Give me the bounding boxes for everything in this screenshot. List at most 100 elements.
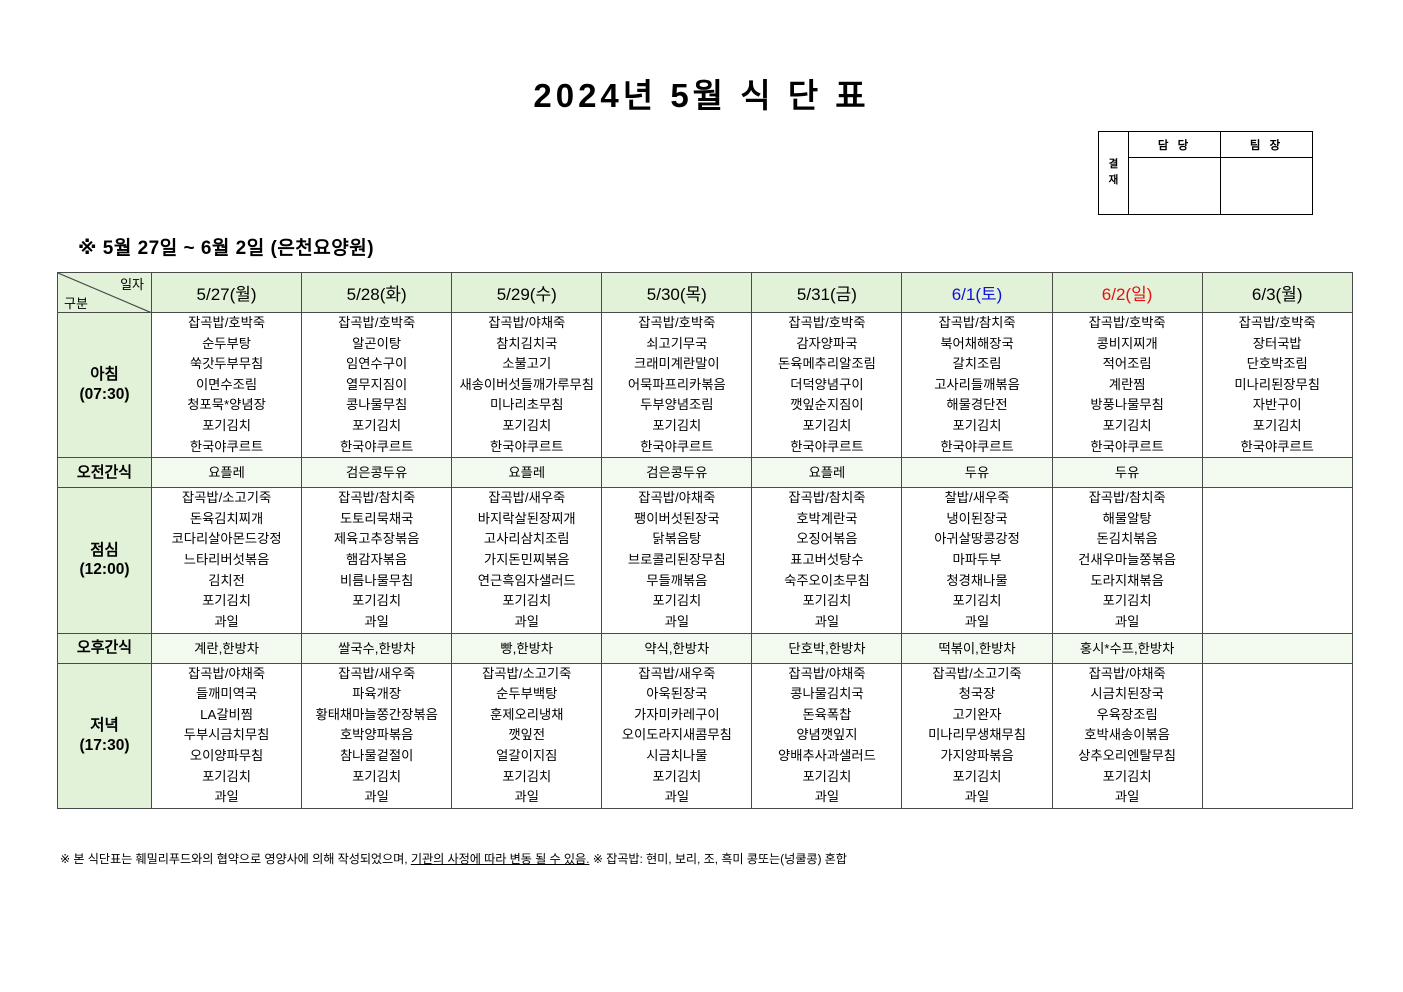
menu-item: 훈제오리냉채 xyxy=(490,706,564,722)
menu-item: 잡곡밥/소고기죽 xyxy=(932,665,1022,681)
menu-item: 깻잎순지짐이 xyxy=(790,397,864,413)
menu-item: 참치김치국 xyxy=(496,335,558,351)
menu-item: 포기김치 xyxy=(352,768,402,784)
header-day-8: 6/3(월) xyxy=(1201,272,1353,313)
menu-item: 쑥갓두부무침 xyxy=(189,356,264,372)
menu-item: 포기김치 xyxy=(1252,418,1302,434)
cell-lunch-day7: 잡곡밥/참치죽 해물알탕 돈김치볶음 건새우마늘쫑볶음 도라지채볶음 포기김치 과일 xyxy=(1051,487,1203,634)
cell-breakfast-day1: 잡곡밥/호박죽 순두부탕 쑥갓두부무침 이면수조림 청포묵*양념장 포기김치 한국야쿠르트 xyxy=(150,311,303,459)
menu-item: 우육장조림 xyxy=(1096,706,1158,722)
menu-item: 순두부탕 xyxy=(202,335,252,351)
menu-item: 코다리살아몬드강정 xyxy=(171,531,282,547)
menu-item: 오이양파무침 xyxy=(189,747,264,763)
row-label-morning-snack: 오전간식 xyxy=(57,457,152,489)
menu-item: 한국야쿠르트 xyxy=(1240,438,1314,454)
menu-item: 팽이버섯된장국 xyxy=(634,510,720,526)
cell-morning-snack-day5: 요플레 xyxy=(751,457,903,489)
menu-item: 찰밥/새우죽 xyxy=(944,490,1010,506)
menu-item: 잡곡밥/새우죽 xyxy=(488,490,566,506)
menu-item: 포기김치 xyxy=(802,768,852,784)
cell-morning-snack-day8 xyxy=(1201,457,1353,489)
menu-item: 바지락살된장찌개 xyxy=(477,510,576,526)
menu-item: 오징어볶음 xyxy=(796,531,858,547)
menu-item: 한국야쿠르트 xyxy=(1090,438,1164,454)
cell-breakfast-day8: 잡곡밥/호박죽 장터국밥 단호박조림 미나리된장무침 자반구이 포기김치 한국야쿠르트 xyxy=(1201,311,1353,459)
cell-breakfast-day4: 잡곡밥/호박죽 쇠고기무국 크래미계란말이 어묵파프리카볶음 두부양념조림 포기김치 한국야… xyxy=(601,311,753,459)
menu-item: 해물알탕 xyxy=(1102,510,1152,526)
menu-item: 잡곡밥/야채죽 xyxy=(638,490,716,506)
footnote-part1: ※ 본 식단표는 훼밀리푸드와의 협약으로 영양사에 의해 작성되었으며, xyxy=(60,852,411,866)
menu-item: 갈치조림 xyxy=(952,356,1002,372)
menu-item: 포기김치 xyxy=(802,593,852,609)
cell-dinner-day7: 잡곡밥/야채죽 시금치된장국 우육장조림 호박새송이볶음 상추오리엔탈무침 포기김치 과일 xyxy=(1051,662,1203,809)
header-day-1: 5/27(월) xyxy=(150,272,303,313)
table-row-lunch: 점심 (12:00) 잡곡밥/소고기죽 돈육김치찌개 코다리살아몬드강정 느타리버섯볶음 김… xyxy=(57,487,1353,634)
menu-item: 참나물겉절이 xyxy=(339,747,414,763)
menu-item: 오이도라지새콤무침 xyxy=(621,727,732,743)
menu-item: 순두부백탕 xyxy=(496,686,558,702)
menu-item: 한국야쿠르트 xyxy=(339,438,414,454)
cell-dinner-day4: 잡곡밥/새우죽 아욱된장국 가자미카레구이 오이도라지새콤무침 시금치나물 포기김치 과일 xyxy=(601,662,753,809)
approval-sign-teamlead[interactable] xyxy=(1221,158,1312,214)
date-range-subtitle: ※ 5월 27일 ~ 6월 2일 (은천요양원) xyxy=(78,238,375,259)
menu-item: 미나리된장무침 xyxy=(1234,376,1321,392)
menu-item: 포기김치 xyxy=(802,418,852,434)
menu-item: 홍시*수프,한방차 xyxy=(1079,640,1175,656)
menu-item: 자반구이 xyxy=(1252,397,1302,413)
menu-item: 과일 xyxy=(364,789,389,805)
menu-item: 잡곡밥/호박죽 xyxy=(1238,315,1316,330)
menu-item: 잡곡밥/야채죽 xyxy=(188,665,266,681)
cell-lunch-day5: 잡곡밥/참치죽 호박계란국 오징어볶음 표고버섯탕수 숙주오이초무침 포기김치 과일 xyxy=(751,487,903,634)
row-label-main: 오후간식 xyxy=(76,639,133,657)
menu-item: 빵,한방차 xyxy=(500,640,554,656)
menu-item: LA갈비찜 xyxy=(200,706,254,722)
row-label-lunch: 점심 (12:00) xyxy=(57,487,152,634)
menu-item: 콩나물김치국 xyxy=(790,686,864,702)
cell-breakfast-day7: 잡곡밥/호박죽 콩비지찌개 적어조림 계란찜 방풍나물무침 포기김치 한국야쿠르트 xyxy=(1051,311,1203,459)
menu-item: 청국장 xyxy=(958,686,996,702)
menu-item: 요플레 xyxy=(508,465,546,481)
menu-item: 과일 xyxy=(1114,613,1140,629)
menu-item: 한국야쿠르트 xyxy=(790,438,864,454)
menu-item: 잡곡밥/호박죽 xyxy=(638,315,716,330)
menu-item: 돈김치볶음 xyxy=(1096,531,1158,547)
cell-morning-snack-day7: 두유 xyxy=(1051,457,1203,489)
table-header-row: 일자 구분 5/27(월) 5/28(화) 5/29(수) 5/30(목) 5/31(금… xyxy=(57,272,1353,313)
menu-item: 과일 xyxy=(514,613,539,629)
menu-item: 청경채나물 xyxy=(946,572,1008,588)
menu-item: 깻잎전 xyxy=(508,727,546,743)
row-label-dinner: 저녁 (17:30) xyxy=(57,662,152,809)
approval-sign-manager[interactable] xyxy=(1129,158,1220,214)
menu-item: 검은콩두유 xyxy=(346,465,408,481)
menu-item: 콩나물무침 xyxy=(346,397,408,413)
menu-item: 고사리들깨볶음 xyxy=(934,376,1020,392)
menu-item: 이면수조림 xyxy=(195,376,258,392)
menu-item: 잡곡밥/참치죽 xyxy=(788,490,866,506)
menu-item: 시금치나물 xyxy=(646,747,708,763)
menu-item: 도토리묵채국 xyxy=(339,510,414,526)
menu-item: 해물경단전 xyxy=(946,397,1008,413)
header-day-4: 5/30(목) xyxy=(601,272,753,313)
menu-item: 아욱된장국 xyxy=(646,686,708,702)
header-corner-cell: 일자 구분 xyxy=(57,272,152,313)
table-row-dinner: 저녁 (17:30) 잡곡밥/야채죽 들깨미역국 LA갈비찜 두부시금치무침 오이양파무침 포… xyxy=(57,662,1353,809)
menu-item: 포기김치 xyxy=(502,593,552,609)
menu-item: 호박양파볶음 xyxy=(339,727,414,743)
menu-item: 쇠고기무국 xyxy=(646,335,708,351)
menu-item: 호박새송이볶음 xyxy=(1084,727,1170,743)
menu-item: 포기김치 xyxy=(202,768,252,784)
menu-item: 도라지채볶음 xyxy=(1090,572,1164,588)
menu-item: 고사리삼치조림 xyxy=(483,531,570,547)
menu-item: 얼갈이지짐 xyxy=(496,747,558,763)
row-label-main: 아침 xyxy=(90,366,119,384)
menu-item: 제육고추장볶음 xyxy=(333,531,420,547)
menu-item: 포기김치 xyxy=(652,768,702,784)
cell-dinner-day5: 잡곡밥/야채죽 콩나물김치국 돈육폭찹 양념깻잎지 양배추사과샐러드 포기김치 과일 xyxy=(751,662,903,809)
menu-item: 브로콜리된장무침 xyxy=(627,552,726,568)
cell-lunch-day4: 잡곡밥/야채죽 팽이버섯된장국 닭볶음탕 브로콜리된장무침 무들깨볶음 포기김치 과일 xyxy=(601,487,753,634)
menu-item: 잡곡밥/참치죽 xyxy=(938,315,1016,330)
menu-item: 연근흑임자샐러드 xyxy=(477,572,576,588)
menu-item: 잡곡밥/야채죽 xyxy=(1088,665,1166,681)
cell-afternoon-snack-day6: 떡볶이,한방차 xyxy=(901,632,1053,664)
menu-item: 요플레 xyxy=(808,465,846,481)
